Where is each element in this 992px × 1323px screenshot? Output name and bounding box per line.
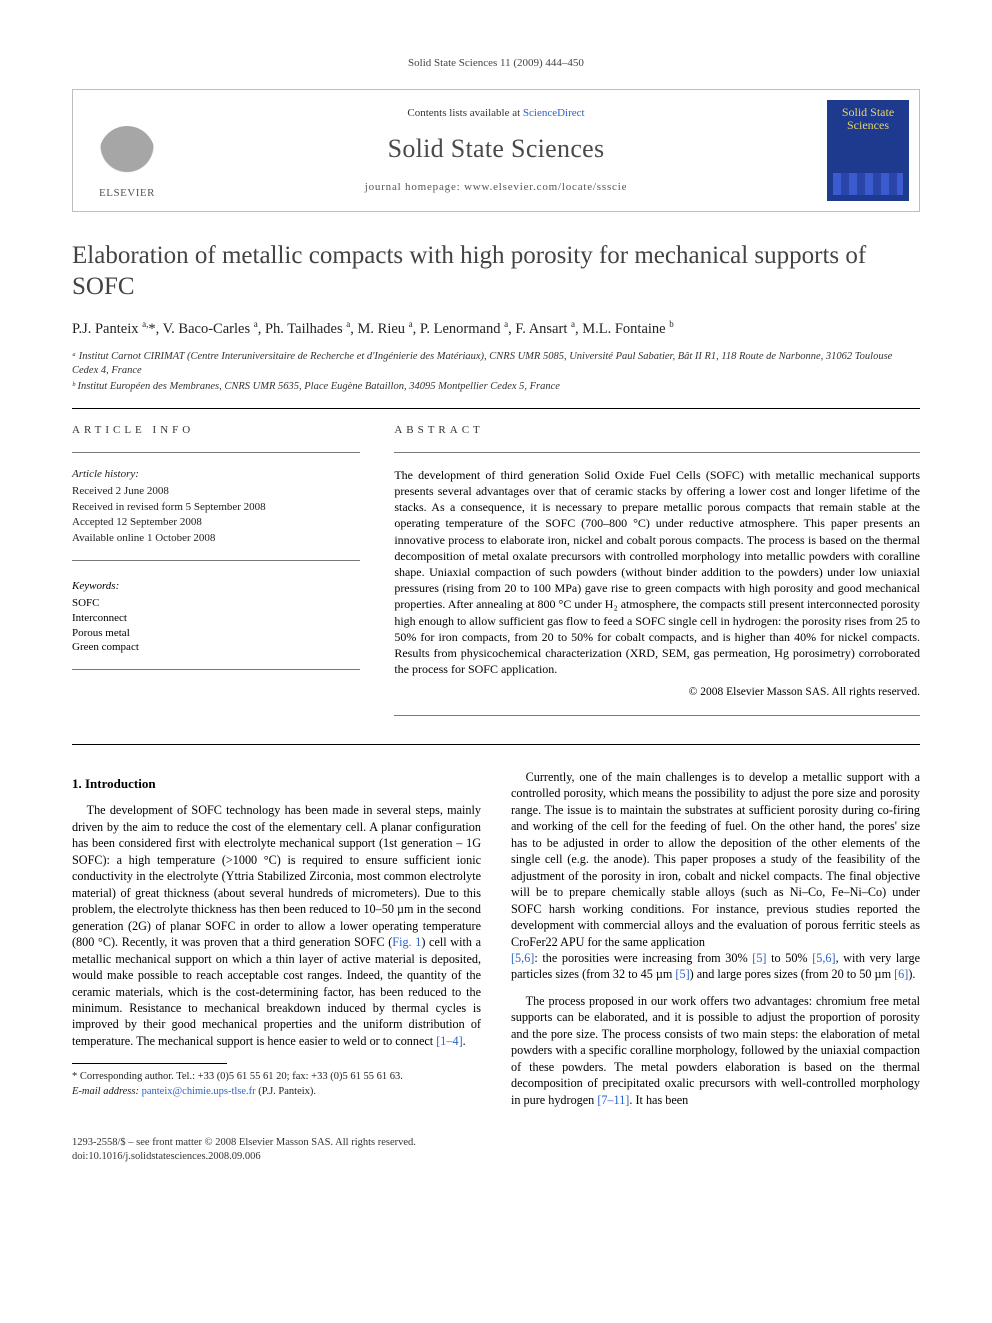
- keyword: SOFC: [72, 596, 360, 611]
- journal-title: Solid State Sciences: [183, 131, 809, 166]
- sciencedirect-link[interactable]: ScienceDirect: [523, 107, 585, 119]
- figure-reference[interactable]: Fig. 1: [392, 935, 421, 949]
- body-text: The process proposed in our work offers …: [511, 994, 920, 1107]
- body-text: to 50%: [766, 951, 812, 965]
- journal-banner: ELSEVIER Solid State Sciences Contents l…: [72, 89, 920, 212]
- abstract-text: The development of third generation Soli…: [394, 467, 920, 677]
- body-text: .: [463, 1034, 466, 1048]
- keyword: Interconnect: [72, 611, 360, 626]
- affiliation-a: ᵃ Institut Carnot CIRIMAT (Centre Interu…: [72, 350, 920, 378]
- page-footer: 1293-2558/$ – see front matter © 2008 El…: [72, 1136, 920, 1164]
- doi-line: doi:10.1016/j.solidstatesciences.2008.09…: [72, 1150, 920, 1164]
- contents-line: Contents lists available at ScienceDirec…: [183, 106, 809, 121]
- history-revised: Received in revised form 5 September 200…: [72, 500, 360, 515]
- author-list: P.J. Panteix a,*, V. Baco-Carles a, Ph. …: [72, 318, 920, 339]
- abstract-rule: [394, 715, 920, 716]
- journal-cover-thumbnail: Solid State Sciences: [827, 100, 909, 201]
- footnote-email-tail: (P.J. Panteix).: [256, 1086, 316, 1097]
- citation-reference[interactable]: [5,6]: [511, 951, 534, 965]
- citation-reference[interactable]: [5,6]: [812, 951, 835, 965]
- history-heading: Article history:: [72, 467, 360, 482]
- abstract-label: ABSTRACT: [394, 423, 920, 438]
- affiliations: ᵃ Institut Carnot CIRIMAT (Centre Interu…: [72, 350, 920, 395]
- article-info-column: ARTICLE INFO Article history: Received 2…: [72, 423, 360, 730]
- footnote-email-link[interactable]: panteix@chimie.ups-tlse.fr: [142, 1086, 256, 1097]
- body-text: The development of SOFC technology has b…: [72, 803, 481, 949]
- abstract-column: ABSTRACT The development of third genera…: [394, 423, 920, 730]
- contents-prefix: Contents lists available at: [407, 107, 522, 119]
- info-rule: [72, 452, 360, 453]
- history-received: Received 2 June 2008: [72, 484, 360, 499]
- body-text: . It has been: [629, 1093, 688, 1107]
- body-text: ) and large pores sizes (from 20 to 50 µ…: [690, 967, 894, 981]
- body-paragraph: Currently, one of the main challenges is…: [511, 769, 920, 983]
- citation-reference[interactable]: [5]: [675, 967, 689, 981]
- footnote-email-label: E-mail address:: [72, 1086, 139, 1097]
- citation-reference[interactable]: [6]: [894, 967, 908, 981]
- body-paragraph: The process proposed in our work offers …: [511, 993, 920, 1108]
- running-header: Solid State Sciences 11 (2009) 444–450: [72, 56, 920, 71]
- section-rule: [72, 744, 920, 745]
- article-body: 1. Introduction The development of SOFC …: [72, 769, 920, 1118]
- affiliation-b: ᵇ Institut Européen des Membranes, CNRS …: [72, 380, 920, 394]
- publisher-name: ELSEVIER: [99, 186, 155, 201]
- cover-title: Solid State Sciences: [833, 106, 903, 132]
- history-accepted: Accepted 12 September 2008: [72, 515, 360, 530]
- footnote-correspondence: * Corresponding author. Tel.: +33 (0)5 6…: [72, 1070, 481, 1084]
- body-paragraph: The development of SOFC technology has b…: [72, 802, 481, 1049]
- body-text: : the porosities were increasing from 30…: [534, 951, 752, 965]
- elsevier-tree-icon: [99, 126, 155, 182]
- body-text: Currently, one of the main challenges is…: [511, 769, 920, 950]
- issn-line: 1293-2558/$ – see front matter © 2008 El…: [72, 1136, 920, 1150]
- citation-reference[interactable]: [5]: [752, 951, 766, 965]
- article-title: Elaboration of metallic compacts with hi…: [72, 240, 920, 303]
- publisher-logo: ELSEVIER: [83, 100, 171, 201]
- article-history: Article history: Received 2 June 2008 Re…: [72, 467, 360, 546]
- keywords-heading: Keywords:: [72, 579, 360, 594]
- keyword: Green compact: [72, 640, 360, 655]
- homepage-url[interactable]: www.elsevier.com/locate/ssscie: [464, 181, 627, 193]
- journal-homepage-line: journal homepage: www.elsevier.com/locat…: [183, 180, 809, 195]
- citation-reference[interactable]: [7–11]: [597, 1093, 629, 1107]
- body-text: ).: [908, 967, 915, 981]
- homepage-prefix: journal homepage:: [365, 181, 464, 193]
- info-rule: [72, 669, 360, 670]
- corresponding-author-footnote: * Corresponding author. Tel.: +33 (0)5 6…: [72, 1070, 481, 1098]
- cover-strip-icon: [833, 173, 903, 195]
- history-online: Available online 1 October 2008: [72, 531, 360, 546]
- abstract-copyright: © 2008 Elsevier Masson SAS. All rights r…: [394, 685, 920, 701]
- section-heading-introduction: 1. Introduction: [72, 775, 481, 793]
- keyword: Porous metal: [72, 626, 360, 641]
- body-text: ) cell with a metallic mechanical suppor…: [72, 935, 481, 1048]
- section-rule: [72, 408, 920, 409]
- info-rule: [72, 560, 360, 561]
- abstract-rule: [394, 452, 920, 453]
- footnote-separator: [72, 1063, 227, 1064]
- citation-reference[interactable]: [1–4]: [436, 1034, 462, 1048]
- keywords-block: Keywords: SOFC Interconnect Porous metal…: [72, 579, 360, 655]
- article-info-label: ARTICLE INFO: [72, 423, 360, 438]
